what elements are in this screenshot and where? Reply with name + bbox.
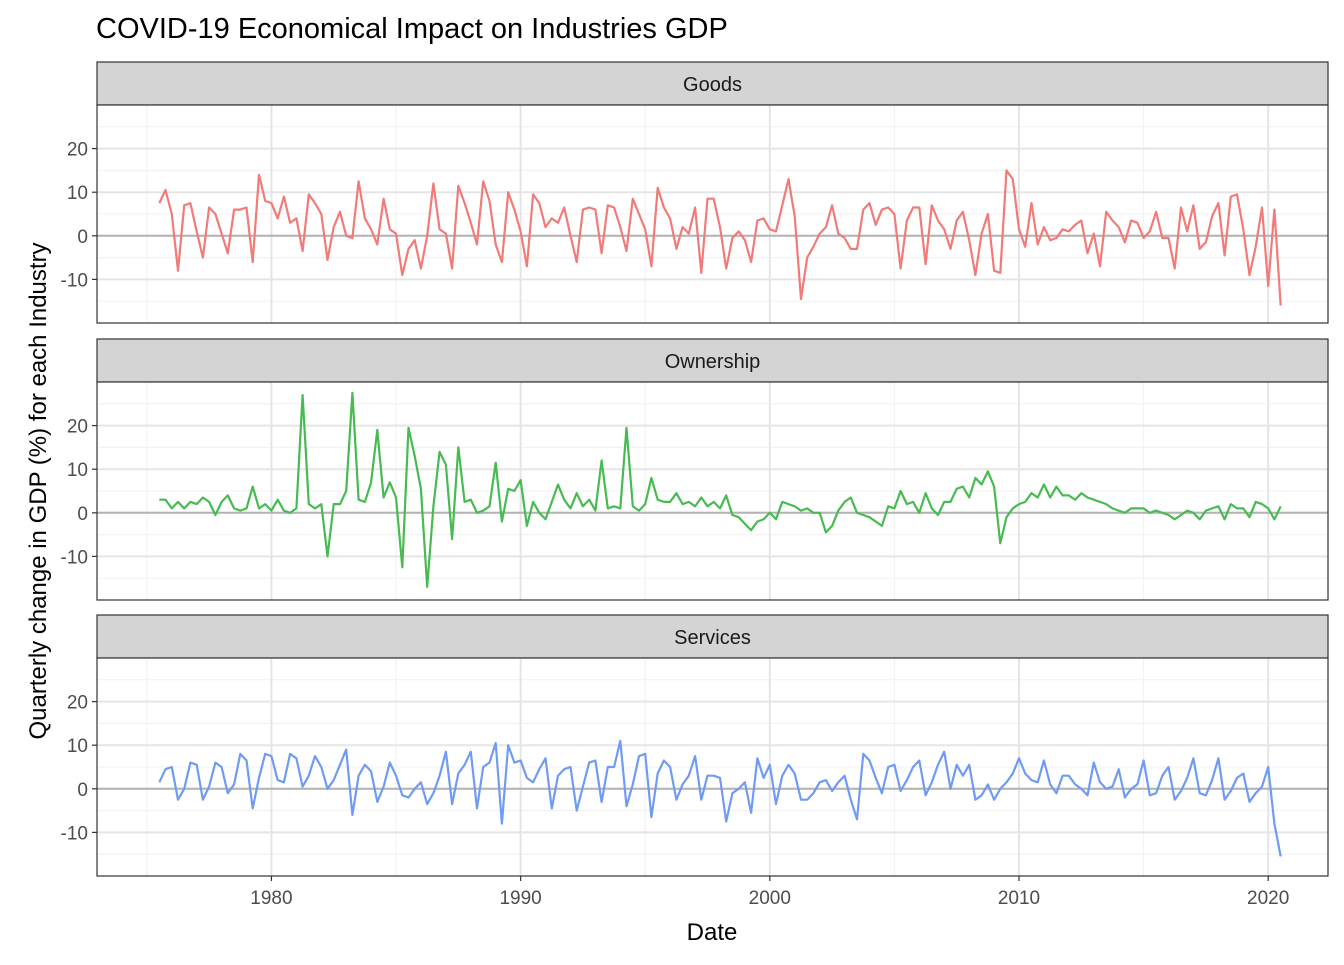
panel-border <box>96 657 1329 877</box>
facet-strip-label: Ownership <box>665 351 761 373</box>
x-tick-label: 2000 <box>749 888 791 909</box>
series-line-ownership <box>159 391 1282 589</box>
y-tick-label: 0 <box>77 504 88 525</box>
panel-border <box>96 381 1329 601</box>
y-tick-label: 20 <box>67 417 88 438</box>
y-tick-label: -10 <box>61 547 88 568</box>
x-axis: 1980 1990 2000 2010 2020 <box>250 876 1289 909</box>
panel-services: Services -10 0 10 20 <box>61 614 1329 877</box>
y-tick-label: 10 <box>67 183 88 204</box>
facet-strip <box>96 61 1329 106</box>
y-tick-label: 20 <box>67 140 88 161</box>
x-tick-label: 2010 <box>998 888 1040 909</box>
y-tick-label: -10 <box>61 823 88 844</box>
series-line-services <box>158 739 1282 857</box>
panel-border <box>96 104 1329 324</box>
facet-panels: Goods -10 0 10 20 Ownership -10 0 10 20 Services -1… <box>61 61 1329 877</box>
x-tick-label: 2020 <box>1247 888 1289 909</box>
y-tick-label: 10 <box>67 460 88 481</box>
y-axis-label: Quarterly change in GDP (%) for each Ind… <box>25 242 52 739</box>
x-tick-label: 1980 <box>250 888 292 909</box>
facet-strip-label: Goods <box>683 74 742 96</box>
x-axis-label: Date <box>687 919 738 946</box>
facet-strip-label: Services <box>674 627 751 649</box>
y-tick-label: -10 <box>61 270 88 291</box>
y-tick-label: 0 <box>77 780 88 801</box>
y-tick-label: 20 <box>67 693 88 714</box>
chart-title: COVID-19 Economical Impact on Industries… <box>96 13 728 45</box>
x-tick-label: 1990 <box>499 888 541 909</box>
panel-goods: Goods -10 0 10 20 <box>61 61 1329 324</box>
panel-ownership: Ownership -10 0 10 20 <box>61 338 1329 601</box>
series-line-goods <box>158 169 1282 306</box>
y-tick-label: 0 <box>77 227 88 248</box>
y-tick-label: 10 <box>67 736 88 757</box>
